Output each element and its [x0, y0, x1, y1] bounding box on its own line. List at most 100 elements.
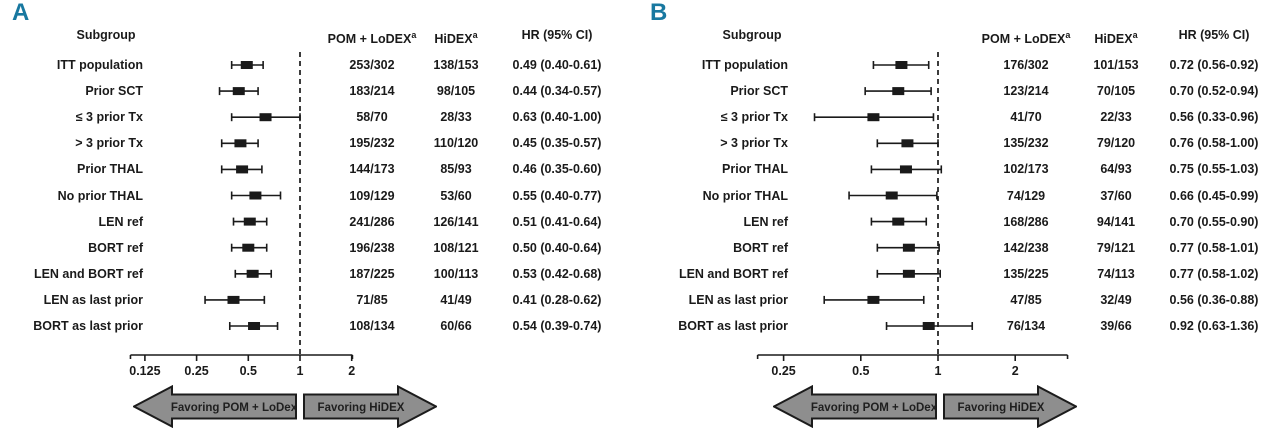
column-header-hidex-text: HiDEX — [1094, 32, 1133, 47]
hr-ci-value: 0.56 (0.33-0.96) — [1169, 110, 1259, 124]
hr-ci-value: 0.44 (0.34-0.57) — [512, 84, 602, 98]
events-hidex: 79/120 — [1096, 136, 1136, 150]
column-header-pom-lodex: POM + LoDEXa — [312, 27, 432, 46]
footnote-marker: a — [411, 30, 417, 40]
events-hidex: 110/120 — [433, 136, 479, 150]
hr-point-marker — [248, 322, 261, 330]
events-pom-lodex: 76/134 — [1006, 319, 1046, 333]
ci-whisker-row-4 — [220, 165, 263, 174]
events-hidex: 37/60 — [1100, 189, 1132, 203]
right-arrow-shape — [303, 385, 437, 428]
hr-point-marker — [236, 165, 249, 174]
ci-whisker-row-7 — [876, 243, 940, 252]
ci-whisker-row-10 — [885, 322, 974, 330]
ci-whisker-row-2 — [230, 113, 301, 122]
ci-whisker-row-7 — [230, 243, 268, 252]
hr-point-marker — [885, 191, 898, 200]
events-pom-lodex: 123/214 — [1003, 84, 1049, 98]
axis-tick-label: 0.25 — [771, 364, 795, 378]
events-pom-lodex: 183/214 — [349, 84, 395, 98]
hr-ci-value: 0.63 (0.40-1.00) — [512, 110, 602, 124]
axis-tick-label: 0.5 — [852, 364, 869, 378]
x-axis: 0.125 0.25 0.5 1 2 — [129, 354, 355, 378]
events-hidex: 138/153 — [433, 58, 479, 72]
column-header-pom-lodex: POM + LoDEXa — [966, 27, 1086, 46]
favoring-right-arrow: Favoring HiDEX — [303, 385, 437, 428]
subgroup-label: Prior SCT — [85, 84, 143, 98]
ci-whisker-row-1 — [864, 87, 932, 96]
events-hidex: 22/33 — [1100, 110, 1132, 124]
ci-whisker-row-8 — [876, 269, 942, 278]
events-pom-lodex: 195/232 — [349, 136, 395, 150]
column-header-hidex-text: HiDEX — [434, 32, 473, 47]
subgroup-label: ≤ 3 prior Tx — [720, 110, 788, 124]
column-header-hidex: HiDEX a — [411, 27, 501, 47]
ci-whisker-row-8 — [234, 269, 273, 278]
hr-point-marker — [892, 217, 905, 226]
hr-point-marker — [227, 295, 240, 304]
events-hidex: 98/105 — [436, 84, 476, 98]
hr-ci-value: 0.66 (0.45-0.99) — [1169, 189, 1259, 203]
events-hidex: 108/121 — [433, 241, 479, 255]
forest-panel-b: B Subgroup POM + LoDEXa HiDEXa HR (95% C… — [640, 0, 1280, 440]
footnote-marker: a — [1132, 30, 1138, 40]
events-hidex: 101/153 — [1093, 58, 1139, 72]
subgroup-label: LEN and BORT ref — [33, 267, 143, 281]
hr-ci-value: 0.75 (0.55-1.03) — [1169, 162, 1259, 176]
events-hidex: 126/141 — [433, 215, 479, 229]
axis-tick-label: 0.125 — [129, 364, 160, 378]
ci-whisker-row-0 — [230, 61, 264, 69]
subgroup-label: ≤ 3 prior Tx — [75, 110, 143, 124]
subgroup-label: Prior THAL — [77, 162, 143, 176]
hr-point-marker — [232, 87, 245, 96]
axis-tick-label: 1 — [297, 364, 304, 378]
hr-ci-value: 0.70 (0.52-0.94) — [1169, 84, 1259, 98]
axis-tick-label: 2 — [1012, 364, 1019, 378]
events-pom-lodex: 176/302 — [1003, 58, 1049, 72]
hr-ci-value: 0.49 (0.40-0.61) — [512, 58, 602, 72]
subgroup-label: No prior THAL — [57, 189, 143, 203]
events-pom-lodex: 168/286 — [1003, 215, 1049, 229]
column-header-subgroup: Subgroup — [722, 28, 782, 42]
favoring-right-arrow: Favoring HiDEX — [943, 385, 1077, 428]
hr-ci-value: 0.41 (0.28-0.62) — [512, 293, 602, 307]
hr-point-marker — [902, 243, 915, 252]
hr-point-marker — [901, 139, 914, 148]
forest-plot-canvas: 0.125 0.25 0.5 1 2 — [129, 52, 355, 378]
hr-ci-value: 0.77 (0.58-1.01) — [1169, 241, 1259, 255]
hr-point-marker — [922, 322, 935, 330]
hr-ci-value: 0.55 (0.40-0.77) — [512, 189, 602, 203]
events-pom-lodex: 71/85 — [356, 293, 388, 307]
hr-point-marker — [899, 165, 912, 174]
ci-whisker-row-5 — [230, 191, 282, 200]
events-hidex: 79/121 — [1096, 241, 1136, 255]
subgroup-label: BORT as last prior — [678, 319, 788, 333]
subgroup-label: No prior THAL — [702, 189, 788, 203]
subgroup-label: LEN as last prior — [43, 293, 143, 307]
panel-label-a: A — [12, 0, 30, 26]
hr-ci-value: 0.54 (0.39-0.74) — [512, 319, 602, 333]
subgroup-label: BORT as last prior — [33, 319, 143, 333]
events-pom-lodex: 142/238 — [1003, 241, 1049, 255]
subgroup-label: LEN as last prior — [688, 293, 788, 307]
subgroup-label: > 3 prior Tx — [75, 136, 143, 150]
subgroup-label: ITT population — [701, 58, 788, 72]
subgroup-label: LEN and BORT ref — [678, 267, 788, 281]
left-arrow-shape — [133, 385, 297, 428]
favoring-left-arrow: Favoring POM + LoDex — [133, 385, 297, 428]
events-hidex: 60/66 — [440, 319, 472, 333]
events-pom-lodex: 102/173 — [1003, 162, 1049, 176]
ci-whisker-row-10 — [228, 322, 279, 330]
hr-point-marker — [240, 61, 253, 69]
favoring-left-arrow-label: Favoring POM + LoDex — [171, 402, 297, 414]
events-pom-lodex: 47/85 — [1010, 293, 1042, 307]
events-hidex: 28/33 — [440, 110, 472, 124]
ci-whisker-row-3 — [876, 139, 939, 148]
hr-ci-value: 0.56 (0.36-0.88) — [1169, 293, 1259, 307]
events-hidex: 70/105 — [1096, 84, 1136, 98]
ci-whisker-row-2 — [813, 113, 935, 122]
events-hidex: 74/113 — [1097, 267, 1135, 281]
subgroup-label: BORT ref — [733, 241, 788, 255]
ci-whisker-row-9 — [204, 295, 266, 304]
